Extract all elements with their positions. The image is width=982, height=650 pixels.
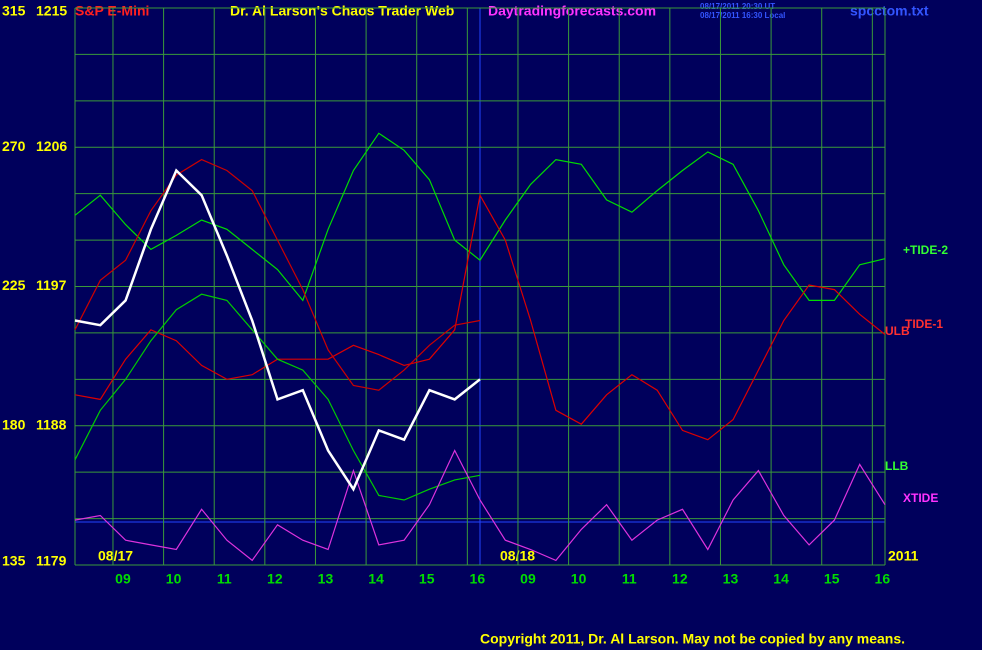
y-tick-label: 1215 (36, 3, 67, 19)
y2-tick-label: 135 (2, 553, 26, 569)
y2-tick-label: 180 (2, 416, 26, 432)
y-tick-label: 1179 (36, 553, 67, 569)
timestamp: 08/17/2011 20:30 UT (700, 2, 775, 11)
x-tick-label: 14 (368, 571, 384, 587)
x-tick-label: 11 (622, 571, 637, 587)
y2-tick-label: 315 (2, 3, 26, 19)
y-tick-label: 1197 (36, 277, 67, 293)
x-tick-label: 10 (166, 571, 182, 587)
x-tick-label: 12 (672, 571, 688, 587)
chart-subtitle: S&P E-Mini (75, 3, 149, 19)
series-line (74, 293, 481, 501)
series-line (74, 132, 886, 302)
x-tick-label: 15 (419, 571, 435, 587)
x-tick-label: 12 (267, 571, 283, 587)
x-tick-label: 13 (318, 571, 334, 587)
x-tick-label: 11 (217, 571, 232, 587)
x-tick-label: 09 (520, 571, 536, 587)
legend-label: LLB (885, 459, 909, 473)
chart-title: Dr. Al Larson's Chaos Trader Web (230, 3, 454, 19)
x-tick-label: 10 (571, 571, 587, 587)
x-tick-label: 09 (115, 571, 131, 587)
site: Daytradingforecasts.com (488, 3, 656, 19)
legend-label: XTIDE (903, 491, 938, 505)
legend-label: ULB (885, 324, 910, 338)
x-tick-label: 13 (723, 571, 739, 587)
series-line (74, 158, 481, 391)
x-tick-label: 16 (470, 571, 486, 587)
date-label: 08/17 (98, 548, 133, 564)
file-name: spcctom.txt (850, 3, 929, 19)
series-line (74, 449, 886, 562)
timestamp: 08/17/2011 16:30 Local (700, 11, 785, 20)
y2-tick-label: 225 (2, 277, 26, 293)
y2-tick-label: 270 (2, 138, 26, 154)
legend-label: TIDE-1 (905, 317, 943, 331)
year-label: 2011 (888, 548, 919, 564)
price-line (74, 168, 481, 492)
x-tick-label: 16 (875, 571, 891, 587)
series-line (74, 193, 886, 441)
x-tick-label: 15 (824, 571, 840, 587)
copyright: Copyright 2011, Dr. Al Larson. May not b… (480, 631, 905, 647)
legend-label: +TIDE-2 (903, 243, 948, 257)
x-tick-label: 14 (773, 571, 789, 587)
y-tick-label: 1206 (36, 138, 67, 154)
y-tick-label: 1188 (36, 416, 67, 432)
